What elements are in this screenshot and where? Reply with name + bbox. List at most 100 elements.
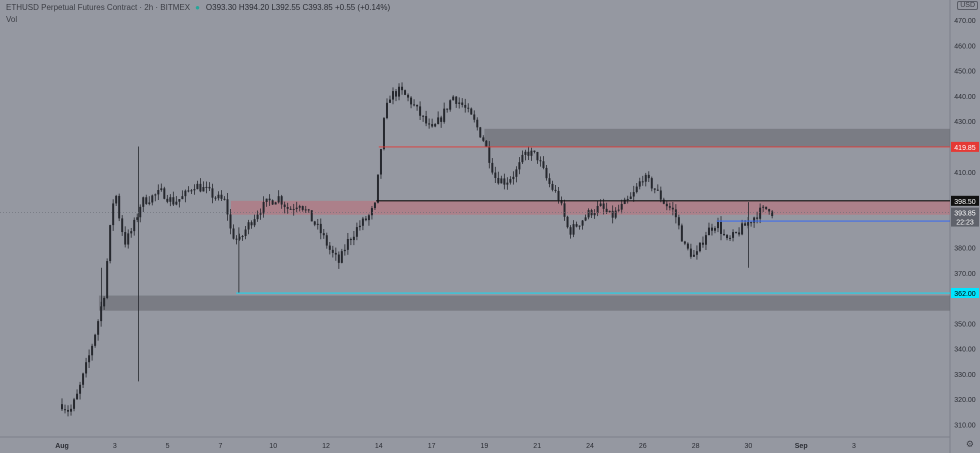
candle-body: [488, 146, 491, 163]
candle-body: [701, 242, 704, 245]
candle-body: [419, 106, 422, 116]
candle-body: [536, 151, 539, 161]
candle-body: [70, 408, 73, 412]
candle-body: [112, 203, 115, 226]
candle-body: [301, 206, 304, 210]
candle-body: [169, 197, 172, 202]
candle-body: [187, 190, 190, 192]
candle-body: [392, 91, 395, 100]
candle-body: [539, 160, 542, 162]
level-price-label: 419.85: [951, 141, 979, 152]
candle-body: [100, 306, 103, 322]
candle-body: [569, 227, 572, 235]
candle-body: [452, 96, 455, 101]
candle-body: [476, 119, 479, 128]
candle-body: [232, 228, 235, 239]
candle-body: [695, 251, 698, 255]
candle-body: [677, 217, 680, 226]
candle-body: [286, 207, 289, 209]
time-tick-label: Sep: [795, 443, 808, 450]
time-tick-label: 7: [218, 443, 222, 450]
candle-body: [361, 218, 364, 226]
symbol-title: ETHUSD Perpetual Futures Contract · 2h ·…: [6, 3, 191, 12]
candle-body: [244, 229, 247, 237]
candle-body: [732, 232, 735, 238]
candle-body: [662, 199, 665, 204]
candle-body: [704, 235, 707, 245]
candle-body: [656, 189, 659, 191]
candle-body: [379, 149, 382, 175]
candle-body: [214, 197, 217, 199]
candle-body: [88, 355, 91, 363]
time-tick-label: 24: [586, 443, 594, 450]
candle-body: [349, 239, 352, 241]
candle-body: [530, 150, 533, 156]
candle-body: [762, 206, 765, 208]
candle-body: [211, 188, 214, 198]
candle-body: [638, 181, 641, 187]
candle-body: [370, 208, 373, 216]
level-price-text: 419.85: [954, 145, 976, 152]
candle-body: [172, 197, 175, 205]
candle-body: [729, 237, 732, 239]
candle-body: [446, 108, 449, 110]
candle-body: [130, 231, 133, 234]
candle-body: [265, 198, 268, 203]
candle-body: [671, 207, 674, 210]
countdown-text: 22:23: [956, 220, 974, 227]
candle-body: [395, 91, 398, 97]
candle-body: [689, 248, 692, 257]
candle-body: [178, 199, 181, 202]
candle-body: [521, 154, 524, 163]
gear-icon[interactable]: ⚙: [965, 439, 974, 449]
price-tick-label: 330.00: [954, 372, 976, 379]
candle-body: [515, 169, 518, 177]
candle-body: [259, 213, 262, 215]
candle-body: [364, 218, 367, 221]
candle-body: [455, 96, 458, 104]
candle-body: [289, 208, 292, 210]
candle-body: [668, 206, 671, 208]
candle-body: [139, 206, 142, 218]
candle-body: [692, 254, 695, 257]
candle-body: [765, 206, 768, 210]
price-zone[interactable]: [484, 128, 950, 147]
candle-body: [355, 227, 358, 237]
time-tick-label: 21: [533, 443, 541, 450]
candle-body: [196, 183, 199, 190]
candle-body: [557, 190, 560, 201]
candle-body: [437, 117, 440, 125]
candle-body: [64, 409, 67, 411]
price-zone[interactable]: [230, 200, 950, 215]
candle-body: [307, 209, 310, 211]
candle-body: [295, 207, 298, 210]
candle-body: [250, 222, 253, 226]
price-tick-label: 320.00: [954, 397, 976, 404]
candle-body: [118, 195, 121, 219]
candle-body: [229, 214, 232, 229]
candle-body: [91, 345, 94, 356]
candle-body: [268, 198, 271, 201]
candle-body: [151, 195, 154, 203]
candle-body: [599, 203, 602, 206]
current-price-text: 393.85: [954, 211, 976, 218]
candle-body: [85, 362, 88, 374]
candle-body: [331, 249, 334, 253]
currency-badge[interactable]: USD: [957, 1, 978, 10]
time-tick-label: 26: [639, 443, 647, 450]
candle-body: [136, 217, 139, 220]
candle-body: [76, 393, 79, 400]
candle-body: [205, 186, 208, 188]
price-zone[interactable]: [98, 295, 950, 311]
price-tick-label: 460.00: [954, 43, 976, 50]
candle-body: [235, 238, 238, 240]
time-tick-label: 10: [269, 443, 277, 450]
candle-body: [262, 202, 265, 214]
candle-body: [163, 188, 166, 199]
candle-body: [659, 190, 662, 200]
candle-body: [292, 209, 295, 211]
candle-body: [458, 102, 461, 104]
candle-body: [410, 97, 413, 105]
candle-body: [385, 102, 388, 119]
